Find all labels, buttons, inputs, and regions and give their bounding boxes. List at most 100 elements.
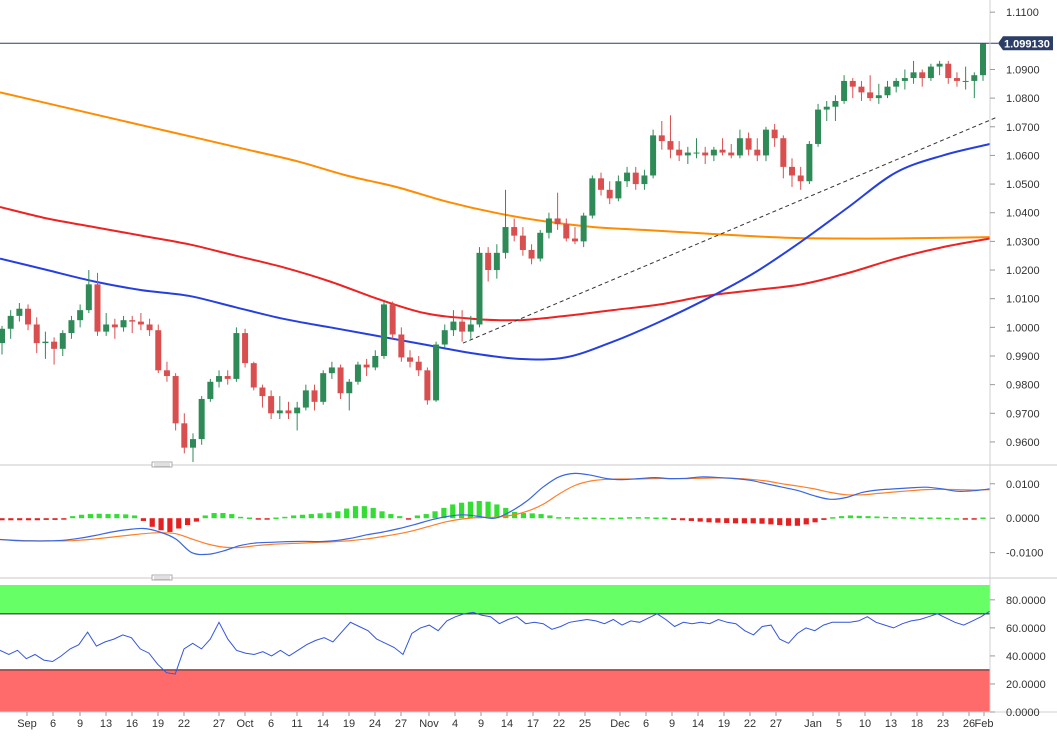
- candle[interactable]: [16, 302, 23, 322]
- candle[interactable]: [328, 361, 335, 379]
- candle[interactable]: [363, 358, 370, 377]
- candle[interactable]: [129, 315, 136, 334]
- candle[interactable]: [545, 212, 552, 239]
- candle[interactable]: [7, 310, 14, 339]
- candle[interactable]: [0, 325, 5, 355]
- candle[interactable]: [207, 378, 214, 402]
- candle[interactable]: [224, 370, 231, 385]
- candle[interactable]: [571, 227, 578, 245]
- candle[interactable]: [893, 78, 900, 93]
- candle[interactable]: [849, 78, 856, 99]
- candle[interactable]: [867, 75, 874, 101]
- candle[interactable]: [337, 364, 344, 399]
- candle[interactable]: [389, 301, 396, 339]
- candle[interactable]: [884, 80, 891, 99]
- candle[interactable]: [155, 324, 162, 374]
- candle[interactable]: [754, 138, 761, 162]
- candle[interactable]: [936, 60, 943, 76]
- candle[interactable]: [476, 247, 483, 328]
- candle[interactable]: [762, 126, 769, 162]
- candle[interactable]: [841, 75, 848, 104]
- candle[interactable]: [85, 270, 92, 314]
- candle[interactable]: [276, 396, 283, 420]
- candle[interactable]: [832, 95, 839, 122]
- candle[interactable]: [676, 141, 683, 162]
- candle[interactable]: [658, 121, 665, 150]
- candle[interactable]: [198, 396, 205, 445]
- pane-resize-handle[interactable]: [151, 574, 173, 581]
- candle[interactable]: [189, 433, 196, 462]
- candle[interactable]: [259, 384, 266, 408]
- candle[interactable]: [441, 324, 448, 348]
- candle[interactable]: [294, 401, 301, 431]
- candle[interactable]: [111, 318, 118, 339]
- candle[interactable]: [59, 330, 66, 356]
- trendline[interactable]: [462, 116, 999, 344]
- candle[interactable]: [137, 313, 144, 331]
- candle[interactable]: [268, 390, 275, 420]
- candle[interactable]: [467, 315, 474, 339]
- candle[interactable]: [953, 72, 960, 87]
- candle[interactable]: [493, 244, 500, 279]
- candle[interactable]: [858, 80, 865, 101]
- candle[interactable]: [780, 135, 787, 179]
- candle[interactable]: [146, 318, 153, 336]
- candle[interactable]: [789, 158, 796, 187]
- candle[interactable]: [311, 384, 318, 411]
- candle[interactable]: [424, 367, 431, 405]
- candle[interactable]: [710, 146, 717, 162]
- pane-resize-handle[interactable]: [151, 461, 173, 468]
- candle[interactable]: [624, 166, 631, 187]
- candle[interactable]: [806, 141, 813, 185]
- candle[interactable]: [719, 138, 726, 156]
- candle[interactable]: [163, 361, 170, 382]
- candle[interactable]: [728, 143, 735, 159]
- candle[interactable]: [433, 341, 440, 402]
- candle[interactable]: [945, 60, 952, 84]
- candle[interactable]: [927, 63, 934, 81]
- candle[interactable]: [33, 317, 40, 354]
- candle[interactable]: [919, 69, 926, 87]
- candle[interactable]: [650, 129, 657, 179]
- candle[interactable]: [667, 115, 674, 159]
- candle[interactable]: [875, 83, 882, 104]
- candle[interactable]: [615, 175, 622, 202]
- candle[interactable]: [42, 331, 49, 359]
- candle[interactable]: [372, 350, 379, 371]
- candle[interactable]: [702, 146, 709, 165]
- candle[interactable]: [25, 304, 32, 331]
- candle[interactable]: [242, 328, 249, 368]
- candle[interactable]: [606, 181, 613, 205]
- candle[interactable]: [216, 370, 223, 388]
- candle[interactable]: [485, 247, 492, 282]
- candle[interactable]: [302, 384, 309, 411]
- candle[interactable]: [797, 166, 804, 190]
- candle[interactable]: [563, 218, 570, 242]
- candle[interactable]: [459, 310, 466, 342]
- rsi-panel[interactable]: [0, 585, 991, 712]
- candle[interactable]: [537, 229, 544, 262]
- candle[interactable]: [901, 69, 908, 90]
- candle[interactable]: [598, 172, 605, 196]
- candle[interactable]: [51, 337, 58, 365]
- macd-panel[interactable]: [0, 472, 991, 556]
- candle[interactable]: [77, 304, 84, 328]
- candle[interactable]: [354, 361, 361, 385]
- candle[interactable]: [407, 350, 414, 368]
- candle[interactable]: [554, 192, 561, 230]
- candle[interactable]: [103, 313, 110, 336]
- candle[interactable]: [589, 175, 596, 219]
- candle[interactable]: [398, 327, 405, 362]
- candle[interactable]: [346, 378, 353, 411]
- candle[interactable]: [771, 123, 778, 147]
- candle[interactable]: [910, 60, 917, 84]
- candle[interactable]: [632, 166, 639, 190]
- candle[interactable]: [68, 315, 75, 339]
- candle[interactable]: [971, 72, 978, 99]
- candle[interactable]: [415, 355, 422, 377]
- candle[interactable]: [528, 244, 535, 265]
- candle[interactable]: [980, 43, 986, 81]
- price-panel[interactable]: 1.099130: [0, 36, 1053, 462]
- candle[interactable]: [736, 129, 743, 159]
- candle[interactable]: [94, 272, 101, 336]
